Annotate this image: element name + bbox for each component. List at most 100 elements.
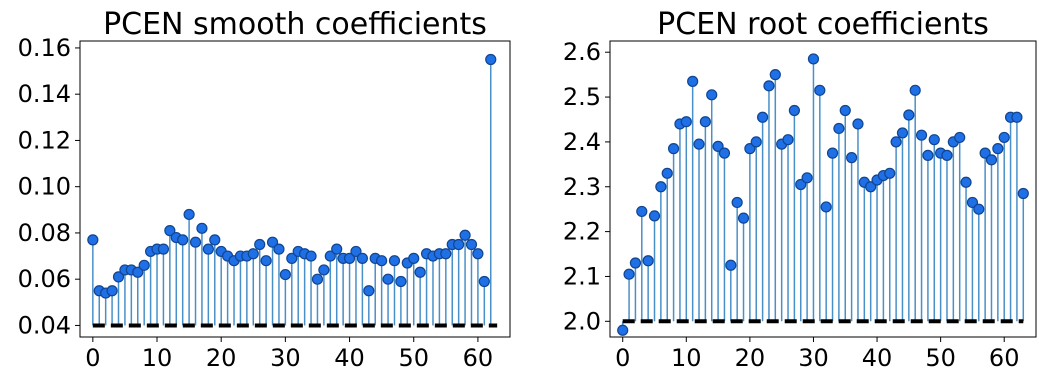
data-point [973,203,985,215]
y-tick-label: 2.4 [563,128,601,156]
data-point [801,172,813,184]
data-point [820,201,832,213]
data-point [286,252,298,264]
data-point [485,53,497,66]
data-point [782,134,794,146]
y-tick-label: 0.06 [18,265,71,293]
y-tick-label: 0.14 [18,80,71,108]
data-point [737,212,750,224]
data-point [769,69,781,81]
data-point [623,268,635,280]
data-point [903,109,915,121]
data-point [164,225,176,237]
data-point [388,255,401,267]
data-point [1011,111,1023,123]
data-point [112,271,125,283]
data-point [260,255,272,267]
chart-title: PCEN smooth coefficients [103,7,487,42]
x-tick-label: 40 [862,344,893,369]
data-point [826,147,839,159]
x-tick-label: 40 [334,344,365,369]
y-tick-label: 0.10 [18,173,71,201]
data-point [279,268,291,281]
data-point [706,89,718,101]
data-point [183,208,195,221]
data-point [992,143,1004,155]
data-point [629,257,642,269]
y-tick-label: 2.2 [563,218,601,246]
data-point [890,136,902,148]
data-point [478,275,490,288]
data-point [667,143,680,155]
data-point [472,248,484,260]
data-point [960,176,972,188]
y-tick-label: 2.1 [563,262,601,290]
data-point [273,243,285,255]
y-tick-label: 0.12 [18,126,71,154]
data-point [617,324,629,336]
data-point [440,248,452,260]
data-point [661,167,673,179]
data-point [196,222,208,234]
data-point [363,285,375,297]
data-point [839,104,851,117]
data-point [985,154,998,166]
data-point [254,238,266,251]
plot-frame [79,40,511,338]
data-point [132,266,144,278]
x-tick-label: 30 [798,344,829,369]
data-point [699,116,711,128]
data-point [209,234,221,246]
data-point [189,236,202,248]
data-point [655,181,667,193]
data-point [382,273,394,285]
x-tick-label: 30 [270,344,301,369]
data-point [680,116,692,128]
x-tick-label: 60 [463,344,494,369]
data-point [915,129,928,141]
chart-title: PCEN root coefficients [657,7,989,42]
data-point [414,266,426,278]
data-point [814,84,826,96]
data-point [1017,187,1029,200]
y-tick-label: 2.5 [563,83,601,111]
x-tick-label: 50 [925,344,956,369]
data-point [453,238,465,251]
x-tick-label: 0 [85,344,100,369]
data-point [896,127,909,139]
data-point [846,152,858,164]
data-point [350,245,362,258]
x-tick-label: 0 [615,344,630,369]
y-tick-label: 2.6 [563,38,601,66]
chart-pcen-root: PCEN root coefficients 0 10 20 30 40 50 60 2.0 2… [563,7,1037,369]
data-point [756,111,769,123]
x-tick-label: 50 [398,344,429,369]
data-point [408,252,420,264]
data-point [693,138,705,150]
data-point [718,147,731,159]
data-point [642,255,654,267]
data-point [202,243,214,255]
data-point [941,149,953,161]
data-point [731,196,743,209]
plot-frame [609,40,1037,338]
y-tick-label: 0.08 [18,219,71,247]
data-point [763,80,775,92]
data-point [343,252,356,264]
data-point [922,149,934,161]
data-point [712,140,724,152]
data-point [459,229,471,241]
data-point [177,234,189,246]
x-tick-label: 20 [735,344,766,369]
data-point [356,252,368,264]
y-tick-label: 2.3 [563,173,601,201]
data-point [318,264,330,276]
data-point [954,131,966,144]
data-point [331,243,343,255]
data-point [311,273,324,285]
y-tick-label: 0.16 [18,34,71,62]
data-point [648,210,661,222]
data-point [157,243,170,255]
data-point [865,181,877,193]
